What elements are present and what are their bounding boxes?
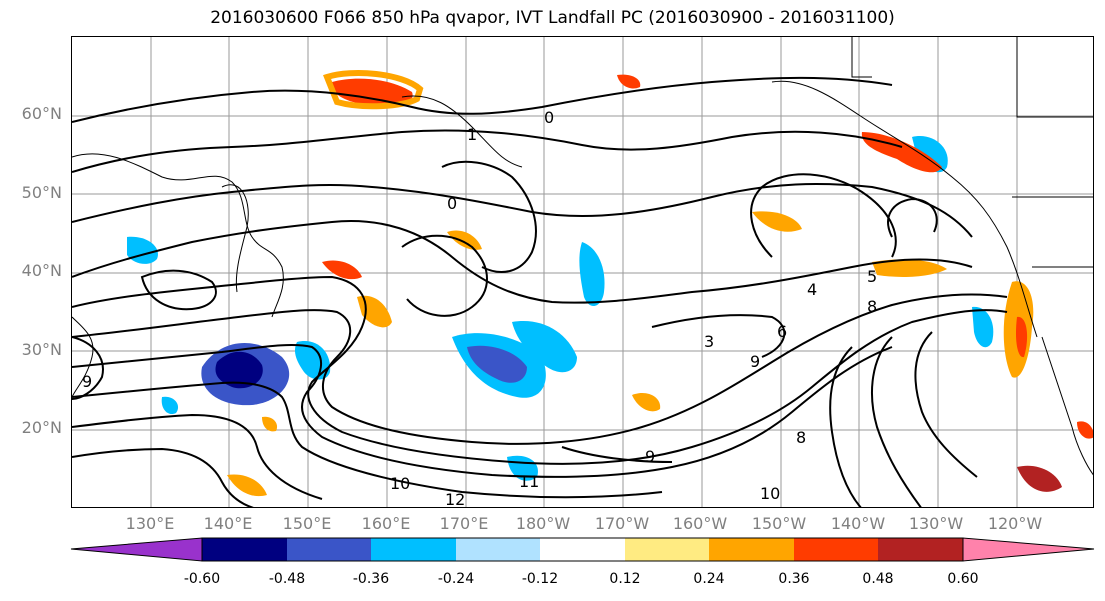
contour-label: 10 bbox=[390, 474, 410, 493]
colorbar-frame bbox=[201, 537, 964, 562]
lon-label-150e: 150°E bbox=[282, 514, 332, 533]
lat-label-40n: 40°N bbox=[21, 261, 62, 280]
colorbar-segment bbox=[540, 538, 625, 561]
colorbar-segment bbox=[709, 538, 794, 561]
lat-label-20n: 20°N bbox=[21, 418, 62, 437]
contour-label: 0 bbox=[544, 108, 554, 127]
colorbar-segment bbox=[625, 538, 709, 561]
lon-label-120w: 120°W bbox=[987, 514, 1043, 533]
lon-label-160w: 160°W bbox=[672, 514, 728, 533]
contour-label: 12 bbox=[445, 490, 465, 508]
lon-label-160e: 160°E bbox=[361, 514, 411, 533]
lat-label-30n: 30°N bbox=[21, 340, 62, 359]
lon-label-180w: 180°W bbox=[515, 514, 571, 533]
contour-label: 9 bbox=[82, 372, 92, 391]
contour-label: 3 bbox=[704, 332, 714, 351]
contour-label: 11 bbox=[519, 472, 539, 491]
colorbar-tick-label: 0.24 bbox=[693, 571, 725, 587]
coastlines bbox=[72, 37, 1093, 476]
contour-label: 9 bbox=[645, 447, 655, 466]
colorbar-tick-label: -0.60 bbox=[183, 571, 221, 587]
map-title: 2016030600 F066 850 hPa qvapor, IVT Land… bbox=[210, 8, 895, 28]
ivt-contours bbox=[72, 76, 1008, 507]
lon-label-170e: 170°E bbox=[439, 514, 489, 533]
lon-label-130w: 130°W bbox=[908, 514, 964, 533]
colorbar-segment bbox=[878, 538, 963, 561]
contour-labels: 0 1 0 3 4 5 6 8 9 10 12 11 9 8 10 9 bbox=[82, 108, 877, 508]
contour-label: 6 bbox=[777, 322, 787, 341]
colorbar-tick-label: -0.36 bbox=[352, 571, 390, 587]
lon-label-170w: 170°W bbox=[594, 514, 650, 533]
lat-label-60n: 60°N bbox=[21, 104, 62, 123]
colorbar-segment bbox=[456, 538, 540, 561]
map-canvas: 0 1 0 3 4 5 6 8 9 10 12 11 9 8 10 9 bbox=[72, 37, 1093, 508]
contour-label: 5 bbox=[867, 267, 877, 286]
contour-label: 8 bbox=[867, 297, 877, 316]
colorbar-tick-label: 0.48 bbox=[862, 571, 894, 587]
lon-label-140w: 140°W bbox=[830, 514, 886, 533]
shaded-anomalies bbox=[127, 70, 1093, 497]
lon-label-150w: 150°W bbox=[751, 514, 807, 533]
colorbar-tick-label: -0.48 bbox=[268, 571, 306, 587]
colorbar-segment bbox=[371, 538, 456, 561]
colorbar-tick-label: 0.60 bbox=[947, 571, 979, 587]
map-panel[interactable]: 0 1 0 3 4 5 6 8 9 10 12 11 9 8 10 9 bbox=[71, 36, 1094, 508]
colorbar bbox=[70, 537, 1095, 562]
contour-label: 1 bbox=[467, 125, 477, 144]
contour-label: 8 bbox=[796, 428, 806, 447]
contour-label: 9 bbox=[750, 352, 760, 371]
colorbar-tick-label: 0.12 bbox=[609, 571, 641, 587]
colorbar-segment bbox=[963, 538, 1094, 561]
lon-label-140e: 140°E bbox=[203, 514, 253, 533]
colorbar-tick-label: 0.36 bbox=[778, 571, 810, 587]
contour-label: 10 bbox=[760, 484, 780, 503]
colorbar-tick-label: -0.12 bbox=[521, 571, 559, 587]
colorbar-tick-label: -0.24 bbox=[437, 571, 475, 587]
colorbar-segment bbox=[202, 538, 287, 561]
contour-label: 4 bbox=[807, 280, 817, 299]
colorbar-segment bbox=[287, 538, 371, 561]
colorbar-segment bbox=[794, 538, 878, 561]
contour-label: 0 bbox=[447, 194, 457, 213]
lon-label-130e: 130°E bbox=[125, 514, 175, 533]
graticule bbox=[72, 37, 1093, 507]
colorbar-segment bbox=[71, 538, 202, 561]
lat-label-50n: 50°N bbox=[21, 183, 62, 202]
